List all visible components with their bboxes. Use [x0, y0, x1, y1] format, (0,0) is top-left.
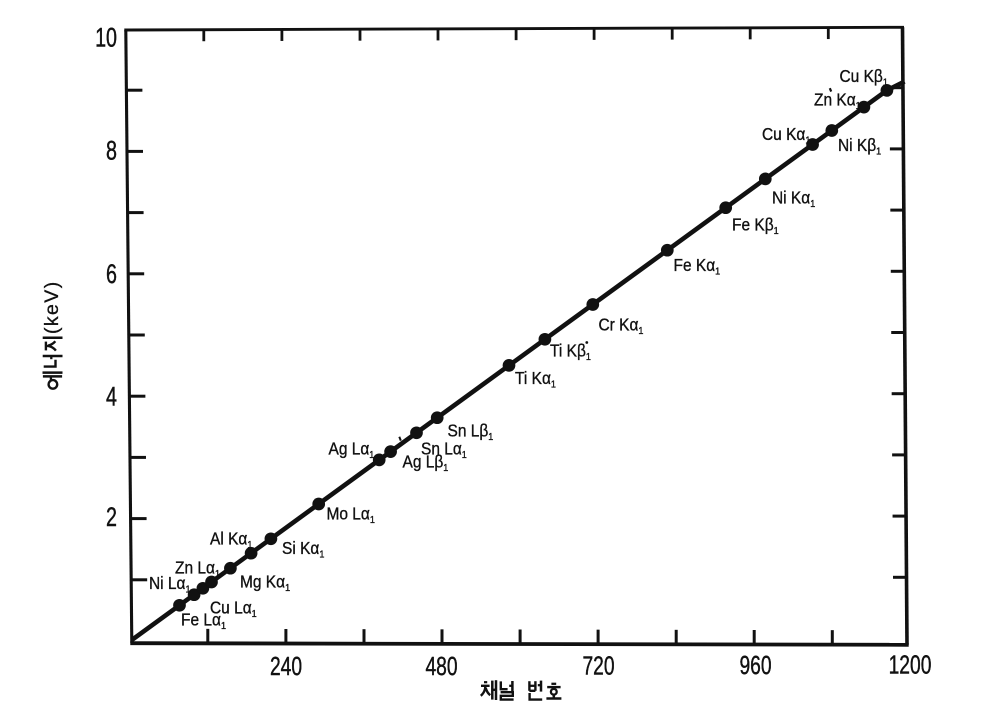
svg-text:2: 2	[106, 503, 117, 533]
svg-text:Fe Lα1: Fe Lα1	[181, 611, 226, 633]
svg-text:Sn Lβ1: Sn Lβ1	[448, 422, 494, 444]
svg-text:4: 4	[106, 382, 117, 412]
svg-text:Cu Lα1: Cu Lα1	[210, 599, 257, 621]
svg-text:Ti Kα1: Ti Kα1	[515, 369, 556, 391]
svg-text:Ag Lβ1: Ag Lβ1	[403, 453, 449, 475]
svg-text:Al Kα1: Al Kα1	[210, 530, 252, 552]
svg-text:Si Kα1: Si Kα1	[282, 539, 324, 561]
svg-text:Cu Kα1: Cu Kα1	[762, 125, 810, 147]
svg-text:Ni Kα1: Ni Kα1	[772, 189, 815, 211]
svg-text:Ag Lα1: Ag Lα1	[329, 440, 375, 462]
svg-text:Cr Kα1: Cr Kα1	[599, 316, 644, 338]
svg-text:6: 6	[106, 260, 117, 290]
svg-text:10: 10	[95, 24, 117, 54]
svg-text:Zn Kα1: Zn Kα1	[814, 91, 861, 113]
svg-text:Zn Lα1: Zn Lα1	[175, 559, 220, 581]
svg-text:Fe Kβ1: Fe Kβ1	[732, 216, 779, 238]
svg-text:Cu Kβ1: Cu Kβ1	[840, 67, 888, 89]
svg-text:8: 8	[106, 137, 117, 167]
svg-text:(keV): (keV)	[41, 280, 63, 334]
svg-text:240: 240	[270, 651, 302, 681]
svg-text:Mo Lα1: Mo Lα1	[327, 505, 375, 527]
svg-text:Sn Lα1: Sn Lα1	[421, 440, 467, 462]
svg-text:720: 720	[582, 651, 614, 681]
svg-text:Ni Lα1: Ni Lα1	[149, 574, 191, 596]
svg-text:Fe Kα1: Fe Kα1	[674, 256, 721, 278]
svg-text:960: 960	[739, 650, 771, 680]
svg-text:Ni Kβ1: Ni Kβ1	[838, 136, 881, 158]
svg-text:1200: 1200	[889, 650, 932, 680]
svg-text:Ti Kβ1: Ti Kβ1	[550, 342, 591, 364]
svg-text:480: 480	[425, 651, 457, 681]
svg-text:Mg Kα1: Mg Kα1	[240, 573, 290, 595]
